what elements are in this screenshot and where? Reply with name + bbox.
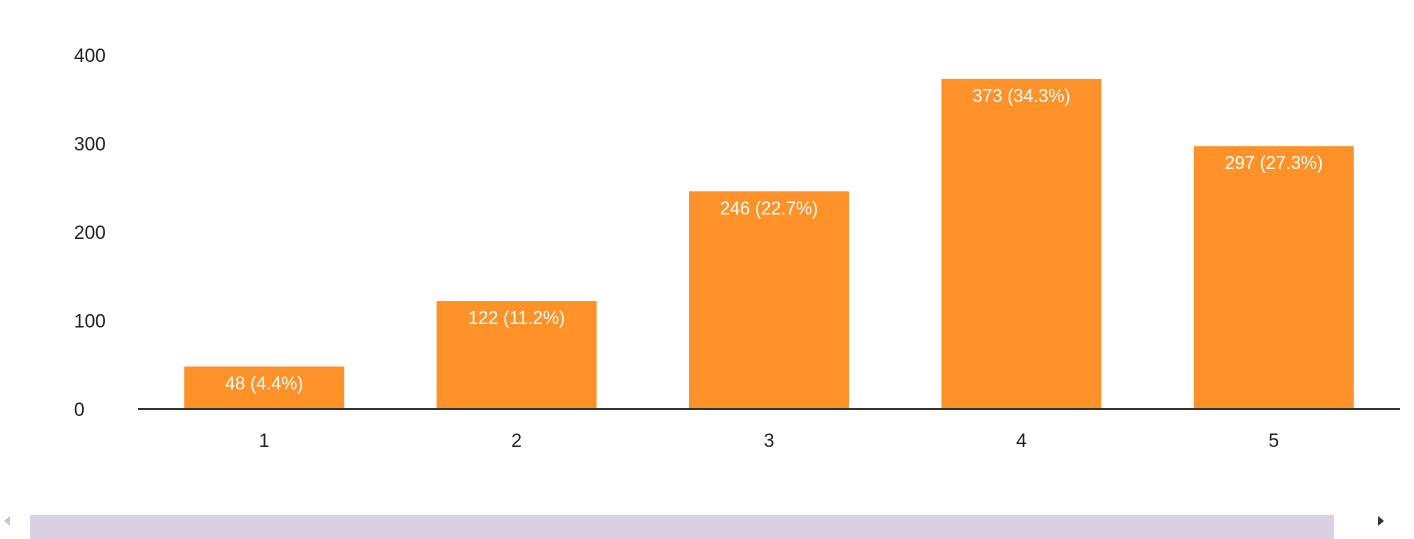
bar (941, 78, 1102, 410)
y-tick-label: 100 (74, 312, 106, 333)
bar (1193, 146, 1354, 409)
y-tick-label: 400 (74, 46, 106, 67)
x-tick-label: 3 (764, 431, 775, 452)
x-tick-label: 1 (259, 431, 270, 452)
bar-data-label: 122 (11.2%) (468, 308, 565, 328)
scroll-right-icon[interactable] (1378, 516, 1384, 526)
horizontal-scrollbar[interactable] (0, 505, 1414, 539)
bar (184, 366, 345, 409)
y-tick-label: 300 (74, 135, 106, 156)
bar (436, 301, 597, 409)
bar (689, 191, 849, 409)
x-tick-label: 2 (511, 431, 522, 452)
y-tick-label: 200 (74, 223, 106, 244)
bar-data-label: 297 (27.3%) (1225, 153, 1323, 173)
bar-data-label: 373 (34.3%) (972, 86, 1070, 106)
x-tick-label: 4 (1016, 431, 1027, 452)
bar-data-label: 48 (4.4%) (225, 374, 303, 394)
x-tick-label: 5 (1269, 431, 1280, 452)
bar-data-label: 246 (22.7%) (720, 198, 818, 218)
bar-chart: 0 100 200 300 400 48 (4.4%) 1 122 (11.2%) 2 246 (… (74, 46, 1400, 452)
scrollbar-thumb[interactable] (30, 515, 1334, 539)
scroll-left-icon[interactable] (4, 516, 10, 526)
y-tick-label: 0 (74, 400, 85, 421)
